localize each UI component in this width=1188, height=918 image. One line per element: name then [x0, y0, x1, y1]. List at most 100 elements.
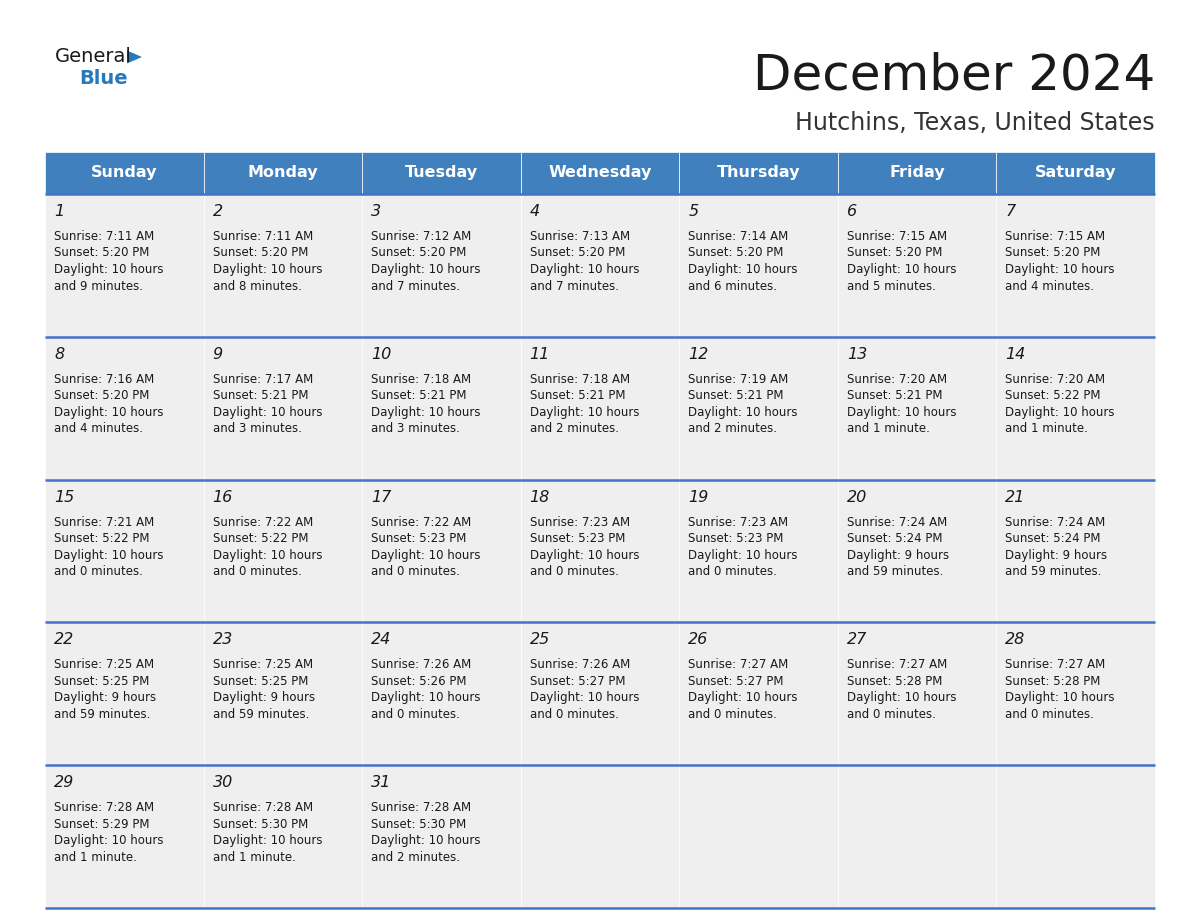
Text: Sunset: 5:20 PM: Sunset: 5:20 PM	[1005, 247, 1101, 260]
Text: Blue: Blue	[78, 70, 127, 88]
Text: and 3 minutes.: and 3 minutes.	[213, 422, 302, 435]
Bar	[680, 622, 838, 766]
Polygon shape	[127, 50, 143, 63]
Text: 3: 3	[371, 204, 381, 219]
Text: Sunrise: 7:21 AM: Sunrise: 7:21 AM	[53, 516, 154, 529]
Text: Sunrise: 7:11 AM: Sunrise: 7:11 AM	[53, 230, 154, 243]
Bar	[997, 337, 1155, 479]
Text: Daylight: 10 hours: Daylight: 10 hours	[688, 263, 798, 276]
Text: Sunrise: 7:16 AM: Sunrise: 7:16 AM	[53, 373, 154, 386]
Text: Daylight: 10 hours: Daylight: 10 hours	[1005, 691, 1114, 704]
Text: Sunset: 5:21 PM: Sunset: 5:21 PM	[688, 389, 784, 402]
Text: Daylight: 9 hours: Daylight: 9 hours	[1005, 549, 1107, 562]
Text: Sunrise: 7:28 AM: Sunrise: 7:28 AM	[213, 801, 312, 814]
Text: Daylight: 10 hours: Daylight: 10 hours	[371, 691, 481, 704]
Text: Daylight: 9 hours: Daylight: 9 hours	[847, 549, 949, 562]
Text: Daylight: 10 hours: Daylight: 10 hours	[688, 691, 798, 704]
Text: Sunset: 5:21 PM: Sunset: 5:21 PM	[847, 389, 942, 402]
Text: 11: 11	[530, 347, 550, 362]
Text: Daylight: 10 hours: Daylight: 10 hours	[847, 263, 956, 276]
Text: Sunset: 5:29 PM: Sunset: 5:29 PM	[53, 818, 150, 831]
Text: Daylight: 10 hours: Daylight: 10 hours	[688, 406, 798, 419]
Text: 21: 21	[1005, 489, 1025, 505]
Text: Monday: Monday	[247, 165, 318, 181]
Text: 16: 16	[213, 489, 233, 505]
Bar	[203, 337, 362, 479]
Text: and 1 minute.: and 1 minute.	[53, 851, 137, 864]
Bar	[362, 622, 520, 766]
Text: 14: 14	[1005, 347, 1025, 362]
Text: and 7 minutes.: and 7 minutes.	[371, 279, 460, 293]
Text: and 4 minutes.: and 4 minutes.	[1005, 279, 1094, 293]
Text: Sunrise: 7:27 AM: Sunrise: 7:27 AM	[688, 658, 789, 671]
Text: Sunrise: 7:24 AM: Sunrise: 7:24 AM	[1005, 516, 1106, 529]
Text: Sunrise: 7:17 AM: Sunrise: 7:17 AM	[213, 373, 312, 386]
Text: Daylight: 10 hours: Daylight: 10 hours	[1005, 406, 1114, 419]
Text: Sunset: 5:20 PM: Sunset: 5:20 PM	[371, 247, 467, 260]
Text: Daylight: 9 hours: Daylight: 9 hours	[213, 691, 315, 704]
Bar	[45, 337, 203, 479]
Text: Sunrise: 7:28 AM: Sunrise: 7:28 AM	[53, 801, 154, 814]
Text: and 59 minutes.: and 59 minutes.	[213, 708, 309, 721]
Text: and 1 minute.: and 1 minute.	[1005, 422, 1088, 435]
Text: Sunrise: 7:15 AM: Sunrise: 7:15 AM	[847, 230, 947, 243]
Text: and 59 minutes.: and 59 minutes.	[53, 708, 151, 721]
Text: and 2 minutes.: and 2 minutes.	[688, 422, 777, 435]
Text: Sunrise: 7:24 AM: Sunrise: 7:24 AM	[847, 516, 947, 529]
Text: 25: 25	[530, 633, 550, 647]
Text: Sunrise: 7:11 AM: Sunrise: 7:11 AM	[213, 230, 312, 243]
Text: Sunset: 5:20 PM: Sunset: 5:20 PM	[213, 247, 308, 260]
Text: 30: 30	[213, 775, 233, 790]
Bar	[520, 479, 680, 622]
Text: and 0 minutes.: and 0 minutes.	[847, 708, 936, 721]
Bar	[520, 622, 680, 766]
Bar	[838, 337, 997, 479]
Text: Sunset: 5:30 PM: Sunset: 5:30 PM	[213, 818, 308, 831]
Text: and 2 minutes.: and 2 minutes.	[371, 851, 460, 864]
Bar	[838, 152, 997, 194]
Text: and 0 minutes.: and 0 minutes.	[1005, 708, 1094, 721]
Bar	[680, 766, 838, 908]
Text: Daylight: 10 hours: Daylight: 10 hours	[371, 549, 481, 562]
Bar	[997, 479, 1155, 622]
Text: Daylight: 10 hours: Daylight: 10 hours	[1005, 263, 1114, 276]
Text: 28: 28	[1005, 633, 1025, 647]
Text: Saturday: Saturday	[1035, 165, 1117, 181]
Text: Sunset: 5:28 PM: Sunset: 5:28 PM	[1005, 675, 1101, 688]
Text: 22: 22	[53, 633, 74, 647]
Text: and 7 minutes.: and 7 minutes.	[530, 279, 619, 293]
Text: and 59 minutes.: and 59 minutes.	[847, 565, 943, 578]
Text: 19: 19	[688, 489, 708, 505]
Text: 10: 10	[371, 347, 391, 362]
Text: Sunset: 5:20 PM: Sunset: 5:20 PM	[847, 247, 942, 260]
Text: Daylight: 10 hours: Daylight: 10 hours	[530, 263, 639, 276]
Text: Friday: Friday	[890, 165, 944, 181]
Text: Sunrise: 7:22 AM: Sunrise: 7:22 AM	[371, 516, 472, 529]
Bar	[680, 152, 838, 194]
Text: Daylight: 10 hours: Daylight: 10 hours	[371, 263, 481, 276]
Text: Sunset: 5:22 PM: Sunset: 5:22 PM	[53, 532, 150, 545]
Text: 23: 23	[213, 633, 233, 647]
Text: Daylight: 9 hours: Daylight: 9 hours	[53, 691, 156, 704]
Text: and 0 minutes.: and 0 minutes.	[371, 708, 460, 721]
Text: and 0 minutes.: and 0 minutes.	[213, 565, 302, 578]
Text: and 0 minutes.: and 0 minutes.	[530, 708, 619, 721]
Text: 31: 31	[371, 775, 391, 790]
Text: Daylight: 10 hours: Daylight: 10 hours	[530, 406, 639, 419]
Bar	[203, 152, 362, 194]
Bar	[680, 194, 838, 337]
Text: Daylight: 10 hours: Daylight: 10 hours	[53, 549, 164, 562]
Text: Sunset: 5:21 PM: Sunset: 5:21 PM	[213, 389, 308, 402]
Bar	[45, 622, 203, 766]
Bar	[997, 766, 1155, 908]
Bar	[362, 194, 520, 337]
Text: and 3 minutes.: and 3 minutes.	[371, 422, 460, 435]
Text: and 0 minutes.: and 0 minutes.	[53, 565, 143, 578]
Text: Sunset: 5:23 PM: Sunset: 5:23 PM	[530, 532, 625, 545]
Text: Sunset: 5:26 PM: Sunset: 5:26 PM	[371, 675, 467, 688]
Text: 18: 18	[530, 489, 550, 505]
Text: 15: 15	[53, 489, 74, 505]
Text: December 2024: December 2024	[753, 51, 1155, 99]
Bar	[45, 152, 203, 194]
Text: Sunset: 5:25 PM: Sunset: 5:25 PM	[53, 675, 150, 688]
